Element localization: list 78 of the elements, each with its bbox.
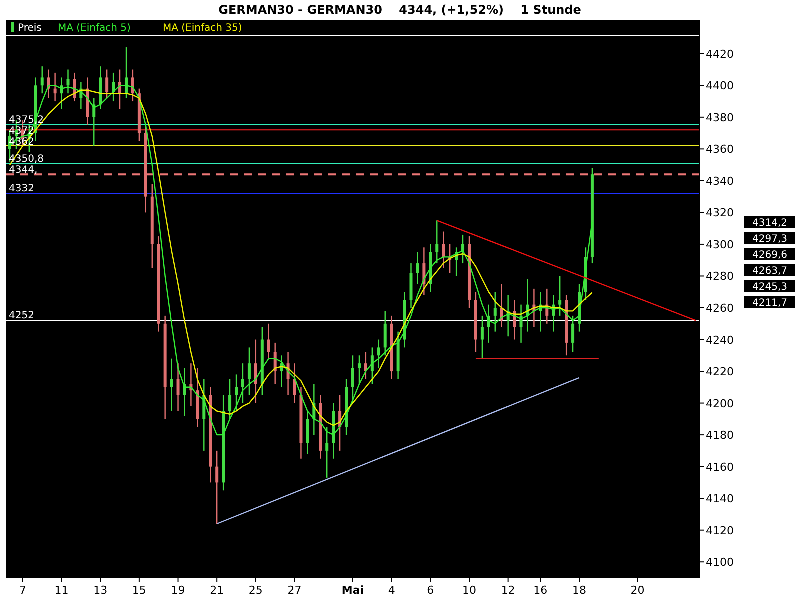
candlestick (216, 450, 219, 525)
text: 4263,7 (752, 266, 788, 278)
candlestick (572, 315, 575, 354)
candlestick (442, 231, 446, 269)
candlestick (248, 347, 251, 396)
x-tick-label: 21 (210, 584, 224, 597)
candlestick (228, 378, 232, 420)
x-tick-label: 16 (534, 584, 548, 597)
x-tick-label: 6 (427, 584, 434, 597)
x-tick-label: 7 (19, 584, 26, 597)
candlestick (54, 72, 57, 102)
candlestick (170, 358, 174, 412)
candlestick (241, 362, 244, 404)
candlestick (358, 355, 361, 385)
candlestick (124, 46, 128, 99)
candlestick (40, 66, 44, 94)
candlestick (267, 323, 270, 360)
candlestick (235, 374, 238, 412)
y-tick-label: 4120 (706, 524, 734, 538)
candlestick (66, 69, 70, 94)
x-tick-label: 18 (572, 584, 587, 597)
x-tick-label: 25 (248, 584, 263, 597)
y-tick-label: 4260 (706, 302, 734, 315)
y-tick-label: 4180 (706, 429, 734, 442)
candlestick (131, 69, 134, 102)
text: 4211,7 (752, 298, 788, 310)
y-tick-label: 4160 (706, 460, 734, 474)
candlestick (494, 292, 497, 332)
candlestick (106, 69, 109, 99)
y-tick-label: 4380 (706, 111, 734, 124)
y-tick-label: 4400 (706, 80, 734, 93)
ref-line-label: 4372 (9, 126, 34, 138)
y-tick-label: 4420 (706, 48, 734, 61)
candlestick (352, 355, 354, 404)
y-tick-label: 4320 (706, 206, 734, 220)
candlestick (436, 220, 439, 264)
candlestick (558, 276, 562, 317)
text: MA (Einfach 5) (58, 23, 132, 34)
ref-line-label: 4344, (9, 164, 38, 176)
x-tick-label: 10 (462, 584, 476, 597)
text: 4245,3 (752, 282, 788, 294)
chart-title: GERMAN30 - GERMAN30 4344, (+1,52%) 1 Stunde (218, 3, 582, 17)
y-tick-label: 4140 (706, 492, 734, 506)
legend-label: Preis (18, 23, 42, 34)
x-tick-label: 20 (630, 584, 645, 597)
y-tick-label: 4360 (706, 143, 734, 156)
y-tick-label: 4280 (706, 270, 734, 284)
text: MA (Einfach 35) (163, 23, 242, 34)
x-tick-label: 27 (288, 584, 302, 597)
x-tick-label: Mai (342, 584, 364, 597)
ref-line-label: 4252 (9, 310, 34, 322)
candlestick (293, 362, 296, 404)
candlestick (370, 347, 374, 385)
y-tick-label: 4100 (706, 556, 734, 570)
candlestick (384, 310, 387, 356)
text: 4269,6 (752, 250, 788, 262)
y-tick-label: 4300 (706, 238, 734, 252)
x-tick-label: 11 (54, 584, 69, 597)
candlestick (326, 426, 329, 479)
x-tick-label: 13 (94, 584, 108, 597)
text: 4314,2 (752, 218, 788, 230)
candlestick (416, 252, 420, 285)
ref-line-label: 4332 (9, 184, 34, 195)
candlestick (112, 72, 116, 102)
y-tick-label: 4220 (706, 366, 734, 379)
candlestick (176, 362, 180, 412)
candlestick (306, 410, 310, 455)
x-tick-label: 15 (132, 584, 146, 597)
x-tick-label: 4 (388, 584, 396, 597)
text: 4297,3 (752, 234, 788, 246)
y-tick-label: 4200 (706, 397, 734, 410)
candlestick (377, 339, 380, 369)
candlestick (254, 339, 258, 404)
candlestick (480, 315, 484, 360)
x-tick-label: 12 (501, 584, 516, 597)
y-tick-label: 4240 (706, 334, 734, 347)
x-tick-label: 19 (171, 584, 186, 597)
y-tick-label: 4340 (706, 174, 734, 188)
